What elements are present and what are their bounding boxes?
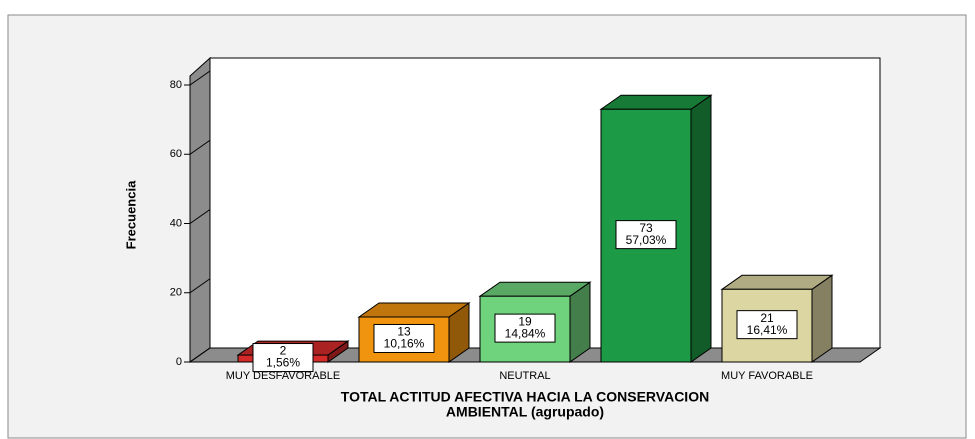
- y-tick-label: 40: [170, 217, 182, 229]
- percent-label: 10,16%: [384, 337, 425, 351]
- y-axis-title: Frecuencia: [123, 180, 138, 249]
- x-tick-label: MUY DESFAVORABLE: [226, 370, 341, 382]
- percent-label: 16,41%: [747, 323, 788, 337]
- value-label-box: [252, 343, 314, 373]
- y-tick-label: 60: [170, 148, 182, 160]
- value-label-box: [373, 323, 435, 353]
- percent-label: 1,56%: [266, 356, 300, 370]
- x-axis-title: AMBIENTAL (agrupado): [446, 404, 604, 420]
- bar-top: [478, 281, 592, 297]
- y-tick-label: 80: [170, 79, 182, 91]
- percent-label: 57,03%: [626, 233, 667, 247]
- y-tick: [189, 278, 211, 294]
- x-axis-title: TOTAL ACTITUD AFECTIVA HACIA LA CONSERVA…: [341, 389, 709, 405]
- value-label: 73: [639, 221, 653, 235]
- value-label-box: [615, 220, 677, 250]
- bar-top: [720, 274, 834, 290]
- value-label-box: [736, 310, 798, 340]
- value-label: 21: [760, 311, 774, 325]
- bar-top: [357, 302, 471, 318]
- value-label: 19: [518, 314, 532, 328]
- percent-label: 14,84%: [505, 326, 546, 340]
- y-tick: [189, 139, 211, 155]
- y-tick: [189, 209, 211, 224]
- y-tick-label: 0: [176, 356, 182, 368]
- y-tick: [189, 70, 211, 86]
- y-tick: [189, 347, 211, 363]
- value-label: 13: [397, 325, 411, 339]
- y-tick-label: 20: [170, 287, 182, 299]
- value-label: 2: [280, 344, 287, 358]
- left-wall: [189, 56, 211, 363]
- x-tick-label: MUY FAVORABLE: [721, 370, 813, 382]
- bar-side: [690, 94, 712, 363]
- bar-side: [811, 274, 833, 363]
- value-label-box: [494, 313, 556, 343]
- x-tick-label: NEUTRAL: [499, 370, 550, 382]
- bar-top: [599, 94, 713, 110]
